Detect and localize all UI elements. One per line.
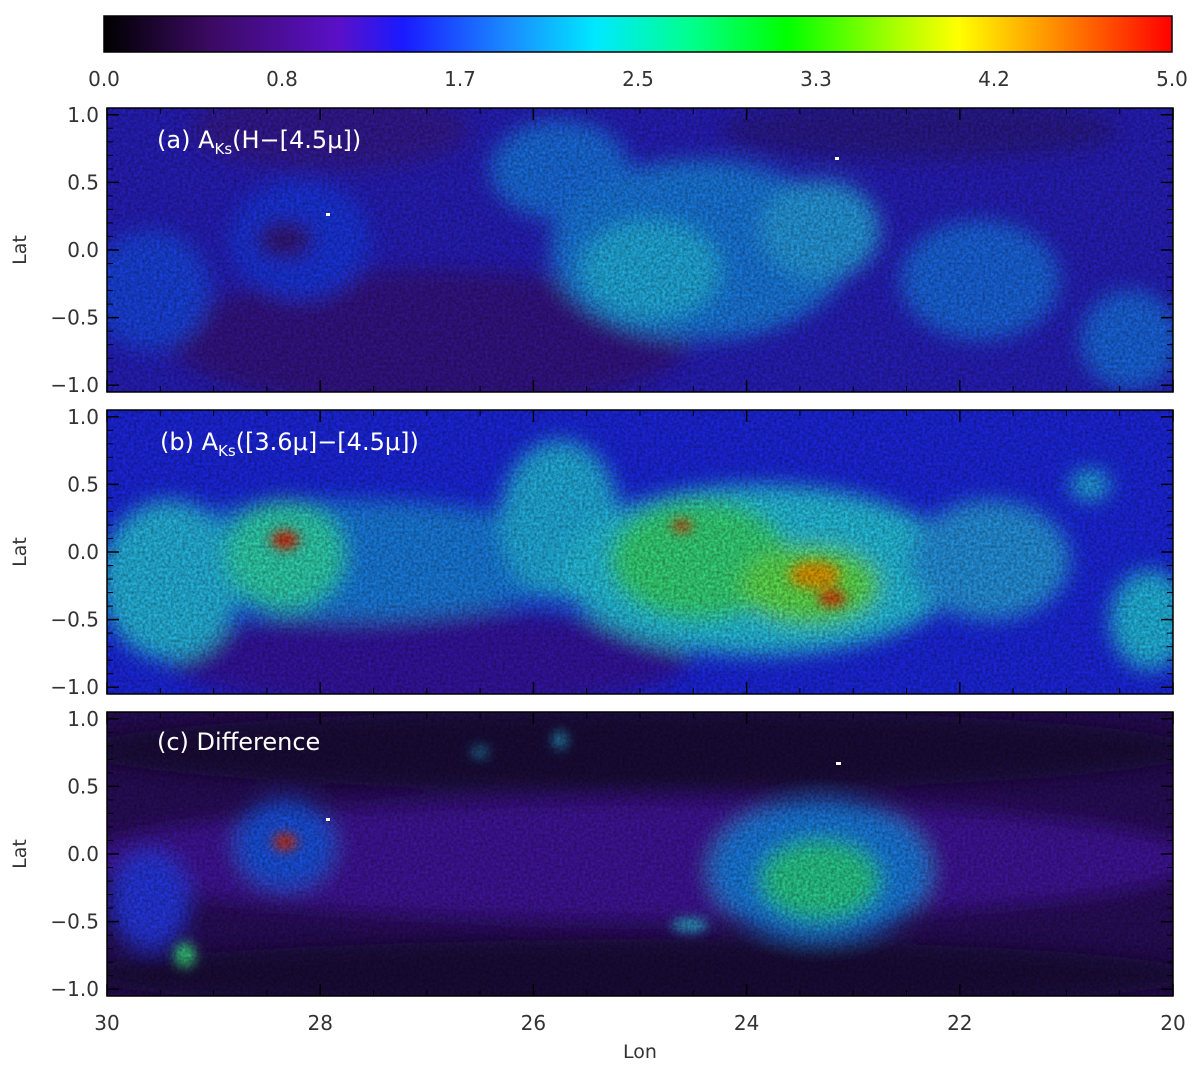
x-tick-label: 26 [521,1011,546,1035]
x-tick-label: 20 [1160,1011,1185,1035]
panel-b-title: (b) AKs([3.6μ]−[4.5μ]) [160,428,419,460]
colorbar-tick-label: 0.0 [88,67,120,91]
y-tick-label: 0.5 [67,472,99,496]
colorbar-tick-label: 2.5 [622,67,654,91]
colorbar-tick-label: 0.8 [266,67,298,91]
y-tick-label: −0.5 [50,910,99,934]
y-tick-label: 0.0 [67,540,99,564]
y-tick-label: 1.0 [67,103,99,127]
y-tick-label: −1.0 [50,373,99,397]
panel-b-title-sub: Ks [218,442,236,460]
panel-a-title-suffix: (H−[4.5μ]) [232,126,361,154]
colorbar-tick-label: 5.0 [1156,67,1188,91]
y-tick-label: −0.5 [50,306,99,330]
y-tick-label: 0.5 [67,774,99,798]
y-axis-label-a: Lat [9,235,31,265]
panel-c-map [107,712,1173,996]
y-tick-label: 0.0 [67,842,99,866]
y-axis-label-b: Lat [9,537,31,567]
x-tick-label: 28 [307,1011,332,1035]
x-tick-label: 30 [94,1011,119,1035]
panel-a-title-prefix: (a) A [157,126,215,154]
panel-b: (b) AKs([3.6μ]−[4.5μ]) [106,409,1174,695]
colorbar-tick-label: 1.7 [444,67,476,91]
colorbar-tick-label: 4.2 [978,67,1010,91]
panel-b-title-suffix: ([3.6μ]−[4.5μ]) [236,428,419,456]
y-tick-label: −0.5 [50,608,99,632]
y-tick-label: −1.0 [50,977,99,1001]
panel-c-title-prefix: (c) Difference [157,728,320,756]
colorbar: 0.0 0.8 1.7 2.5 3.3 4.2 5.0 [88,15,1188,91]
colorbar-ticks: 0.0 0.8 1.7 2.5 3.3 4.2 5.0 [88,67,1188,91]
panel-c-title: (c) Difference [157,728,320,756]
x-tick-label: 24 [734,1011,759,1035]
panel-a-map [107,108,1173,392]
y-axis-label-c: Lat [9,839,31,869]
panel-a-title: (a) AKs(H−[4.5μ]) [157,126,361,158]
colorbar-gradient [103,15,1173,53]
panel-c: (c) Difference [106,711,1174,997]
panel-a: (a) AKs(H−[4.5μ]) [106,107,1174,393]
colorbar-tick-label: 3.3 [800,67,832,91]
panel-b-title-prefix: (b) A [160,428,219,456]
x-tick-label: 22 [947,1011,972,1035]
axes: 1.0 0.5 0.0 −0.5 −1.0 1.0 0.5 0.0 −0.5 −1.0 1.0 0.5… [50,103,1185,1035]
panel-a-title-sub: Ks [214,140,232,158]
y-tick-label: 0.0 [67,238,99,262]
y-tick-label: −1.0 [50,675,99,699]
y-tick-label: 1.0 [67,707,99,731]
panel-b-map [107,410,1173,694]
y-tick-label: 0.5 [67,170,99,194]
y-tick-label: 1.0 [67,405,99,429]
x-axis-label: Lon [623,1041,657,1063]
